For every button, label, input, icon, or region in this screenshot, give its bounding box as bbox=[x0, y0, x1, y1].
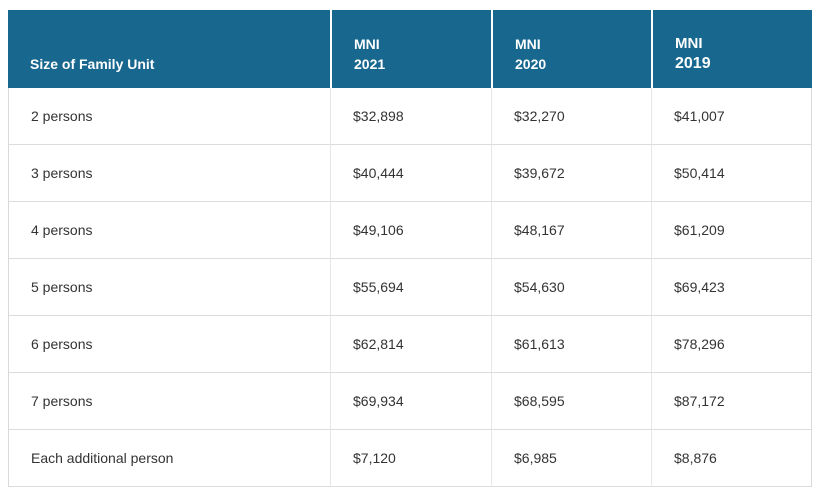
header-mni-2019: MNI 2019 bbox=[651, 10, 812, 88]
family-size-cell: Each additional person bbox=[8, 430, 330, 487]
table-row: 3 persons $40,444 $39,672 $50,414 bbox=[8, 145, 812, 202]
family-size-cell: 7 persons bbox=[8, 373, 330, 430]
family-size-cell: 4 persons bbox=[8, 202, 330, 259]
mni-2021-cell: $69,934 bbox=[330, 373, 491, 430]
mni-2020-cell: $32,270 bbox=[491, 88, 651, 145]
mni-2021-cell: $32,898 bbox=[330, 88, 491, 145]
header-mni-2019-line2: 2019 bbox=[675, 55, 711, 72]
table-row: 7 persons $69,934 $68,595 $87,172 bbox=[8, 373, 812, 430]
mni-2021-cell: $7,120 bbox=[330, 430, 491, 487]
mni-table-container: Size of Family Unit MNI 2021 MNI 2020 MN… bbox=[8, 10, 812, 487]
mni-2021-cell: $40,444 bbox=[330, 145, 491, 202]
table-header: Size of Family Unit MNI 2021 MNI 2020 MN… bbox=[8, 10, 812, 88]
mni-2021-cell: $62,814 bbox=[330, 316, 491, 373]
header-mni-2021-line2: 2021 bbox=[354, 56, 386, 72]
mni-2020-cell: $39,672 bbox=[491, 145, 651, 202]
table-row: 6 persons $62,814 $61,613 $78,296 bbox=[8, 316, 812, 373]
header-mni-2021: MNI 2021 bbox=[330, 10, 491, 88]
table-row: Each additional person $7,120 $6,985 $8,… bbox=[8, 430, 812, 487]
mni-2020-cell: $48,167 bbox=[491, 202, 651, 259]
table-row: 2 persons $32,898 $32,270 $41,007 bbox=[8, 88, 812, 145]
family-size-cell: 3 persons bbox=[8, 145, 330, 202]
mni-2019-cell: $61,209 bbox=[651, 202, 812, 259]
family-size-cell: 2 persons bbox=[8, 88, 330, 145]
mni-2020-cell: $61,613 bbox=[491, 316, 651, 373]
mni-2021-cell: $49,106 bbox=[330, 202, 491, 259]
table-row: 4 persons $49,106 $48,167 $61,209 bbox=[8, 202, 812, 259]
header-mni-2020-line2: 2020 bbox=[515, 56, 547, 72]
header-row: Size of Family Unit MNI 2021 MNI 2020 MN… bbox=[8, 10, 812, 88]
header-family-size: Size of Family Unit bbox=[8, 10, 330, 88]
header-mni-2021-line1: MNI bbox=[354, 36, 380, 52]
mni-2019-cell: $41,007 bbox=[651, 88, 812, 145]
mni-2019-cell: $69,423 bbox=[651, 259, 812, 316]
mni-table: Size of Family Unit MNI 2021 MNI 2020 MN… bbox=[8, 10, 812, 487]
mni-2020-cell: $6,985 bbox=[491, 430, 651, 487]
mni-2019-cell: $78,296 bbox=[651, 316, 812, 373]
mni-2019-cell: $8,876 bbox=[651, 430, 812, 487]
header-mni-2020: MNI 2020 bbox=[491, 10, 651, 88]
table-body: 2 persons $32,898 $32,270 $41,007 3 pers… bbox=[8, 88, 812, 487]
mni-2019-cell: $87,172 bbox=[651, 373, 812, 430]
family-size-cell: 5 persons bbox=[8, 259, 330, 316]
family-size-cell: 6 persons bbox=[8, 316, 330, 373]
mni-2020-cell: $54,630 bbox=[491, 259, 651, 316]
mni-2019-cell: $50,414 bbox=[651, 145, 812, 202]
header-family-size-label: Size of Family Unit bbox=[30, 56, 155, 72]
header-mni-2019-line1: MNI bbox=[675, 35, 703, 52]
mni-2021-cell: $55,694 bbox=[330, 259, 491, 316]
table-row: 5 persons $55,694 $54,630 $69,423 bbox=[8, 259, 812, 316]
header-mni-2020-line1: MNI bbox=[515, 36, 541, 52]
mni-2020-cell: $68,595 bbox=[491, 373, 651, 430]
